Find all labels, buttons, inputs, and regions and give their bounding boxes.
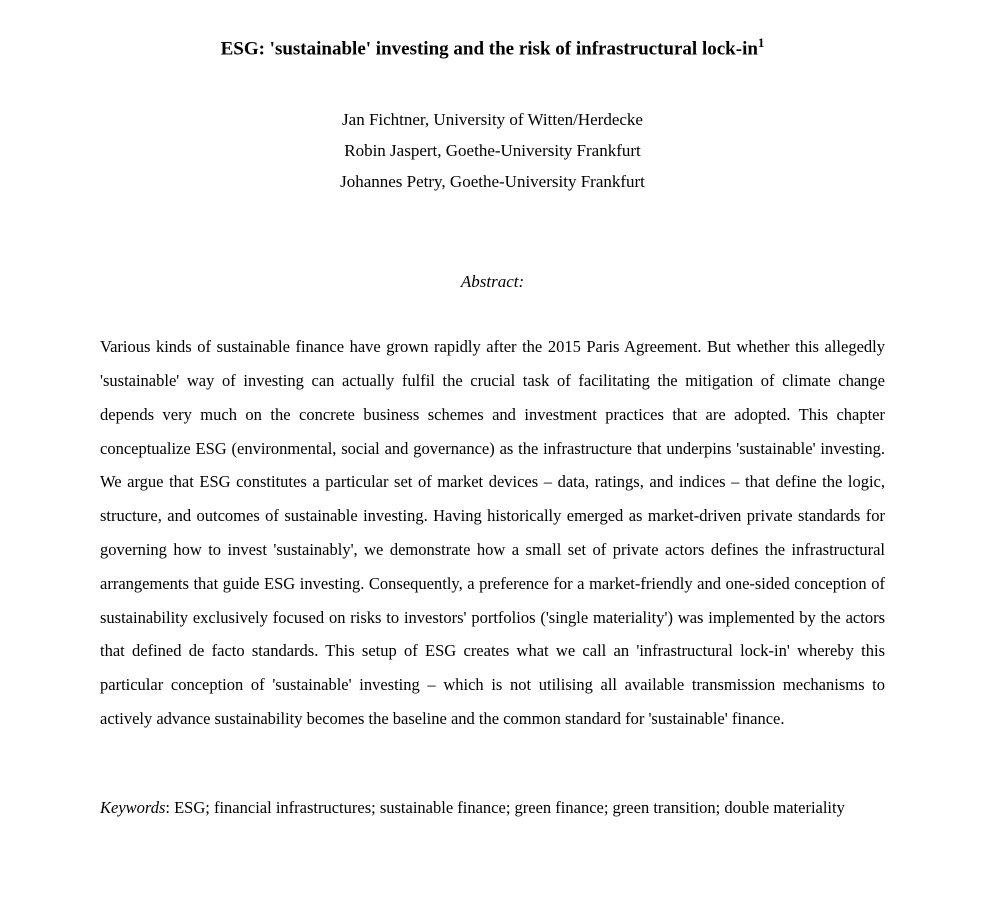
keywords-text: : ESG; financial infrastructures; sustai… — [165, 798, 844, 817]
author-line: Robin Jaspert, Goethe-University Frankfu… — [100, 136, 885, 167]
keywords-block: Keywords: ESG; financial infrastructures… — [100, 791, 885, 824]
title-footnote-marker: 1 — [758, 35, 765, 50]
title-text: ESG: 'sustainable' investing and the ris… — [221, 38, 758, 59]
authors-block: Jan Fichtner, University of Witten/Herde… — [100, 105, 885, 197]
paper-title: ESG: 'sustainable' investing and the ris… — [100, 35, 885, 60]
author-line: Jan Fichtner, University of Witten/Herde… — [100, 105, 885, 136]
abstract-text: Various kinds of sustainable finance hav… — [100, 330, 885, 736]
author-line: Johannes Petry, Goethe-University Frankf… — [100, 167, 885, 198]
abstract-heading: Abstract: — [100, 272, 885, 292]
keywords-label: Keywords — [100, 798, 165, 817]
